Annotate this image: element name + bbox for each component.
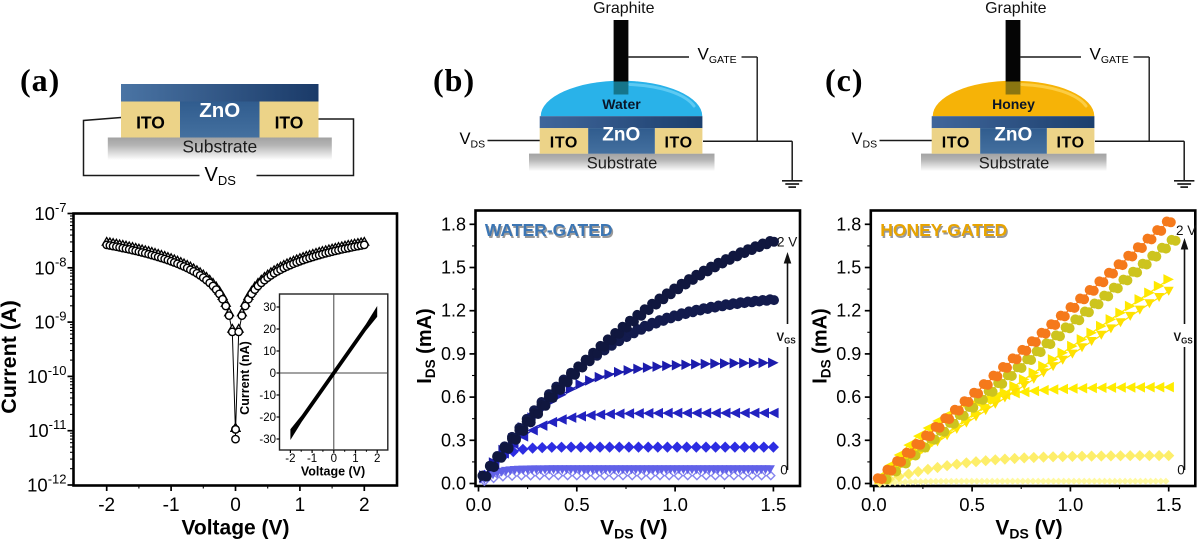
svg-text:Current (nA): Current (nA) bbox=[238, 341, 252, 415]
svg-text:WATER-GATED: WATER-GATED bbox=[486, 222, 614, 242]
svg-text:10: 10 bbox=[263, 346, 276, 358]
svg-text:0: 0 bbox=[331, 453, 337, 465]
svg-text:-1: -1 bbox=[307, 453, 317, 465]
svg-text:2 V: 2 V bbox=[1176, 223, 1196, 238]
svg-text:ITO: ITO bbox=[275, 113, 304, 133]
svg-text:ZnO: ZnO bbox=[602, 125, 640, 146]
svg-text:ITO: ITO bbox=[1057, 135, 1085, 152]
svg-text:20: 20 bbox=[263, 324, 276, 336]
svg-text:(a): (a) bbox=[20, 62, 60, 98]
svg-text:0.9: 0.9 bbox=[836, 344, 861, 364]
svg-text:(b): (b) bbox=[433, 62, 475, 98]
svg-text:10-9: 10-9 bbox=[34, 309, 66, 333]
svg-text:Voltage (V): Voltage (V) bbox=[181, 517, 289, 540]
svg-text:0.6: 0.6 bbox=[836, 387, 861, 407]
svg-text:1.5: 1.5 bbox=[1156, 494, 1182, 515]
svg-text:0: 0 bbox=[270, 368, 276, 380]
svg-text:30: 30 bbox=[263, 302, 276, 314]
svg-text:0.6: 0.6 bbox=[441, 387, 466, 407]
svg-text:Honey: Honey bbox=[992, 96, 1035, 112]
svg-text:Voltage (V): Voltage (V) bbox=[301, 465, 365, 479]
svg-text:1.0: 1.0 bbox=[662, 494, 688, 515]
svg-text:Substrate: Substrate bbox=[979, 155, 1050, 173]
svg-text:0.0: 0.0 bbox=[466, 494, 492, 515]
svg-text:ZnO: ZnO bbox=[994, 125, 1032, 146]
svg-text:1: 1 bbox=[295, 495, 306, 516]
svg-text:1.5: 1.5 bbox=[836, 258, 861, 278]
svg-text:0.3: 0.3 bbox=[441, 430, 466, 450]
svg-text:2: 2 bbox=[359, 495, 370, 516]
svg-text:-2: -2 bbox=[98, 495, 115, 516]
svg-text:1.2: 1.2 bbox=[441, 301, 466, 321]
svg-text:Water: Water bbox=[602, 96, 641, 112]
svg-text:VDS (V): VDS (V) bbox=[600, 517, 667, 542]
svg-text:0: 0 bbox=[780, 463, 788, 478]
svg-text:Graphite: Graphite bbox=[593, 0, 654, 17]
svg-text:1.5: 1.5 bbox=[441, 258, 466, 278]
svg-text:Current (A): Current (A) bbox=[0, 300, 21, 413]
svg-text:IDS (mA): IDS (mA) bbox=[809, 308, 833, 383]
svg-text:1.0: 1.0 bbox=[1058, 494, 1084, 515]
svg-text:2: 2 bbox=[374, 453, 380, 465]
svg-text:ITO: ITO bbox=[550, 135, 578, 152]
svg-text:-30: -30 bbox=[259, 434, 276, 446]
svg-text:HONEY-GATED: HONEY-GATED bbox=[880, 220, 1007, 240]
svg-text:0: 0 bbox=[230, 495, 241, 516]
svg-text:1.5: 1.5 bbox=[761, 494, 787, 515]
svg-text:(c): (c) bbox=[825, 62, 864, 98]
svg-text:Substrate: Substrate bbox=[587, 155, 658, 173]
svg-text:Substrate: Substrate bbox=[182, 137, 257, 157]
svg-text:HONEY-GATED: HONEY-GATED bbox=[882, 222, 1009, 242]
svg-text:0.5: 0.5 bbox=[564, 494, 590, 515]
svg-text:ITO: ITO bbox=[136, 113, 165, 133]
svg-text:1.8: 1.8 bbox=[441, 214, 466, 234]
svg-text:VDS (V): VDS (V) bbox=[995, 517, 1062, 542]
svg-text:1.8: 1.8 bbox=[836, 214, 861, 234]
svg-text:0: 0 bbox=[1177, 463, 1185, 478]
svg-text:-10: -10 bbox=[259, 390, 276, 402]
svg-text:Graphite: Graphite bbox=[985, 0, 1046, 17]
svg-text:0.0: 0.0 bbox=[441, 474, 466, 494]
svg-text:0.9: 0.9 bbox=[441, 344, 466, 364]
svg-text:1: 1 bbox=[352, 453, 358, 465]
svg-text:-2: -2 bbox=[285, 453, 295, 465]
svg-text:WATER-GATED: WATER-GATED bbox=[485, 220, 613, 240]
svg-text:0.3: 0.3 bbox=[836, 430, 861, 450]
svg-text:1.2: 1.2 bbox=[836, 301, 861, 321]
svg-text:0.0: 0.0 bbox=[836, 474, 861, 494]
svg-text:IDS (mA): IDS (mA) bbox=[414, 308, 438, 383]
svg-text:0.0: 0.0 bbox=[861, 494, 887, 515]
svg-text:ZnO: ZnO bbox=[199, 99, 240, 122]
svg-text:ITO: ITO bbox=[665, 135, 693, 152]
svg-text:2 V: 2 V bbox=[777, 235, 797, 250]
svg-text:-20: -20 bbox=[259, 412, 276, 424]
svg-text:-1: -1 bbox=[163, 495, 180, 516]
svg-text:0.5: 0.5 bbox=[959, 494, 985, 515]
svg-text:ITO: ITO bbox=[942, 135, 970, 152]
